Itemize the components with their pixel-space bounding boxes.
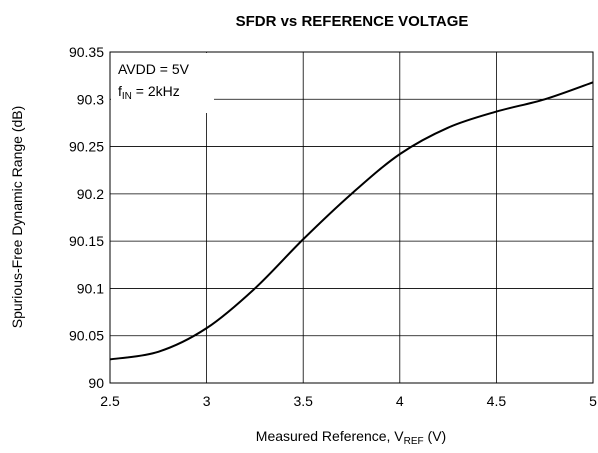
annotation: AVDD = 5V: [118, 61, 190, 77]
y-axis-label: Spurious-Free Dynamic Range (dB): [9, 106, 25, 329]
y-tick-label: 90.2: [77, 186, 104, 202]
annotation-text: AVDD = 5V: [118, 61, 190, 77]
x-tick-label: 3.5: [293, 393, 313, 409]
x-tick-label: 4: [396, 393, 404, 409]
y-tick-label: 90.25: [69, 139, 104, 155]
x-tick-label: 2.5: [100, 393, 120, 409]
plot-frame: [109, 51, 594, 384]
annotation: fIN = 2kHz: [118, 83, 180, 102]
annotation-box: [111, 53, 214, 113]
line-series: [109, 81, 594, 361]
y-tick-label: 90.35: [69, 44, 104, 60]
y-tick-label: 90: [88, 375, 104, 391]
annotation-sub: IN: [122, 91, 132, 102]
y-tick-label: 90.1: [77, 280, 104, 296]
x-tick-label: 4.5: [487, 393, 507, 409]
x-tick-label: 3: [203, 393, 211, 409]
x-tick-label: 5: [589, 393, 597, 409]
y-tick-label: 90.3: [77, 91, 104, 107]
y-tick-label: 90.05: [69, 328, 104, 344]
annotation-suffix: = 2kHz: [132, 83, 180, 99]
chart-title: SFDR vs REFERENCE VOLTAGE: [236, 13, 469, 30]
x-axis-label: Measured Reference, VREF (V): [256, 428, 446, 447]
y-tick-label: 90.15: [69, 233, 104, 249]
annotation-text: f: [118, 83, 122, 99]
